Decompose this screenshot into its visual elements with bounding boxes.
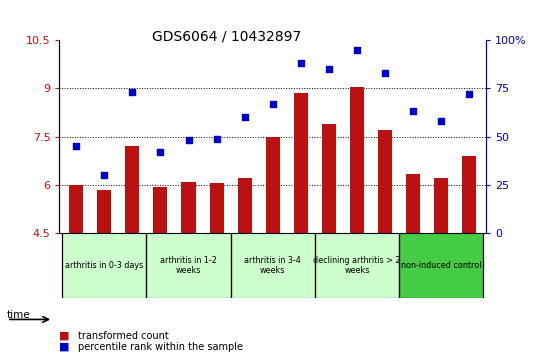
Point — [72, 143, 80, 149]
Point — [296, 60, 305, 66]
Text: arthritis in 0-3 days: arthritis in 0-3 days — [65, 261, 144, 270]
Point — [409, 109, 417, 114]
Point — [381, 70, 389, 76]
Bar — [378, 130, 392, 363]
Point — [465, 91, 474, 97]
Bar — [97, 190, 111, 363]
Bar — [399, 233, 483, 298]
Point — [240, 114, 249, 120]
Point — [325, 66, 333, 72]
Text: transformed count: transformed count — [78, 331, 169, 341]
Bar — [146, 233, 231, 298]
Point — [156, 149, 165, 155]
Text: time: time — [6, 310, 30, 320]
Bar — [462, 156, 476, 363]
Point — [100, 172, 109, 178]
Bar — [153, 187, 167, 363]
Text: ■: ■ — [59, 331, 70, 341]
Text: arthritis in 3-4
weeks: arthritis in 3-4 weeks — [244, 256, 301, 275]
Bar — [210, 183, 224, 363]
Bar — [69, 185, 83, 363]
Point — [353, 47, 361, 53]
Bar — [231, 233, 315, 298]
Bar — [350, 87, 364, 363]
Bar — [125, 146, 139, 363]
Bar — [62, 233, 146, 298]
Text: non-induced control: non-induced control — [401, 261, 481, 270]
Text: ■: ■ — [59, 342, 70, 352]
Point — [212, 136, 221, 142]
Bar — [181, 182, 195, 363]
Point — [437, 118, 445, 124]
Bar — [238, 179, 252, 363]
Text: GDS6064 / 10432897: GDS6064 / 10432897 — [152, 29, 301, 43]
Point — [128, 89, 137, 95]
Text: declining arthritis > 2
weeks: declining arthritis > 2 weeks — [313, 256, 401, 275]
Bar — [406, 174, 420, 363]
Bar — [315, 233, 399, 298]
Text: percentile rank within the sample: percentile rank within the sample — [78, 342, 244, 352]
Point — [184, 138, 193, 143]
Text: arthritis in 1-2
weeks: arthritis in 1-2 weeks — [160, 256, 217, 275]
Bar — [294, 93, 308, 363]
Bar — [322, 124, 336, 363]
Bar — [434, 179, 448, 363]
Point — [268, 101, 277, 107]
Bar — [266, 136, 280, 363]
